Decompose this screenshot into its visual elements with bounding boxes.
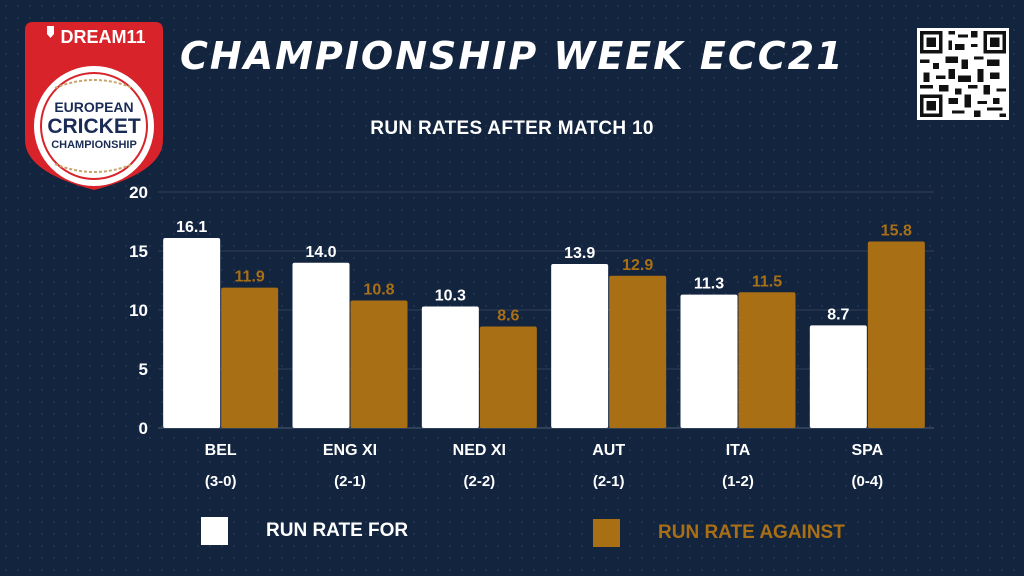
- bar-value-label: 8.6: [497, 308, 519, 325]
- x-tick-label: BEL: [205, 442, 237, 459]
- bar-against: [609, 275, 667, 428]
- y-tick-label: 5: [139, 360, 148, 379]
- logo-brand-text: DREAM11: [60, 27, 145, 47]
- page-title: CHAMPIONSHIP WEEK ECC21: [180, 34, 845, 78]
- bar-for: [292, 262, 350, 428]
- bar-value-label: 10.3: [435, 287, 466, 304]
- y-tick-label: 20: [129, 183, 148, 202]
- bar-value-label: 8.7: [827, 306, 849, 323]
- legend-swatch-against: [593, 519, 620, 547]
- x-tick-record-label: (2-1): [593, 473, 625, 490]
- x-tick-record-label: (1-2): [722, 473, 754, 490]
- logo-text-championship: CHAMPIONSHIP: [51, 139, 137, 151]
- ecc-logo: DREAM11 EUROPEAN CRICKET CHAMPIONSHIP: [25, 22, 163, 190]
- legend-item-run-rate-against: RUN RATE AGAINST: [593, 519, 845, 547]
- x-tick-record-label: (3-0): [205, 473, 237, 490]
- x-tick-record-label: (2-2): [463, 473, 495, 490]
- x-tick-label: SPA: [851, 442, 883, 459]
- y-tick-label: 15: [129, 242, 148, 261]
- x-tick-label: NED XI: [453, 442, 506, 459]
- bar-against: [221, 287, 279, 428]
- legend-label-against: RUN RATE AGAINST: [658, 522, 845, 543]
- logo-text-cricket: CRICKET: [47, 115, 141, 138]
- bar-value-label: 13.9: [564, 245, 595, 262]
- qr-code-icon: [917, 28, 1009, 120]
- bar-for: [680, 294, 738, 428]
- bar-for: [551, 263, 609, 428]
- x-tick-label: AUT: [592, 442, 625, 459]
- bar-value-label: 11.5: [752, 273, 782, 290]
- bar-value-label: 10.8: [363, 282, 394, 299]
- y-tick-label: 0: [139, 419, 148, 438]
- logo-text-european: EUROPEAN: [54, 99, 133, 115]
- legend-swatch-for: [201, 517, 228, 545]
- bar-for: [163, 238, 221, 428]
- bar-value-label: 11.9: [235, 269, 265, 286]
- bar-against: [867, 241, 925, 428]
- bar-for: [809, 325, 867, 428]
- x-tick-label: ITA: [726, 442, 751, 459]
- bar-value-label: 15.8: [881, 223, 912, 240]
- bar-value-label: 11.3: [694, 276, 724, 293]
- x-tick-record-label: (2-1): [334, 473, 366, 490]
- y-tick-label: 10: [129, 301, 148, 320]
- bar-value-label: 16.1: [176, 219, 207, 236]
- bar-value-label: 12.9: [622, 257, 653, 274]
- bar-against: [738, 292, 796, 428]
- bar-against: [350, 300, 408, 428]
- bar-against: [479, 326, 537, 428]
- bar-for: [421, 306, 479, 428]
- chart-title: RUN RATES AFTER MATCH 10: [370, 118, 654, 139]
- legend-item-run-rate-for: RUN RATE FOR: [201, 517, 408, 545]
- legend-label-for: RUN RATE FOR: [266, 520, 409, 541]
- x-tick-record-label: (0-4): [851, 473, 883, 490]
- bar-value-label: 14.0: [305, 244, 336, 261]
- x-tick-label: ENG XI: [323, 442, 377, 459]
